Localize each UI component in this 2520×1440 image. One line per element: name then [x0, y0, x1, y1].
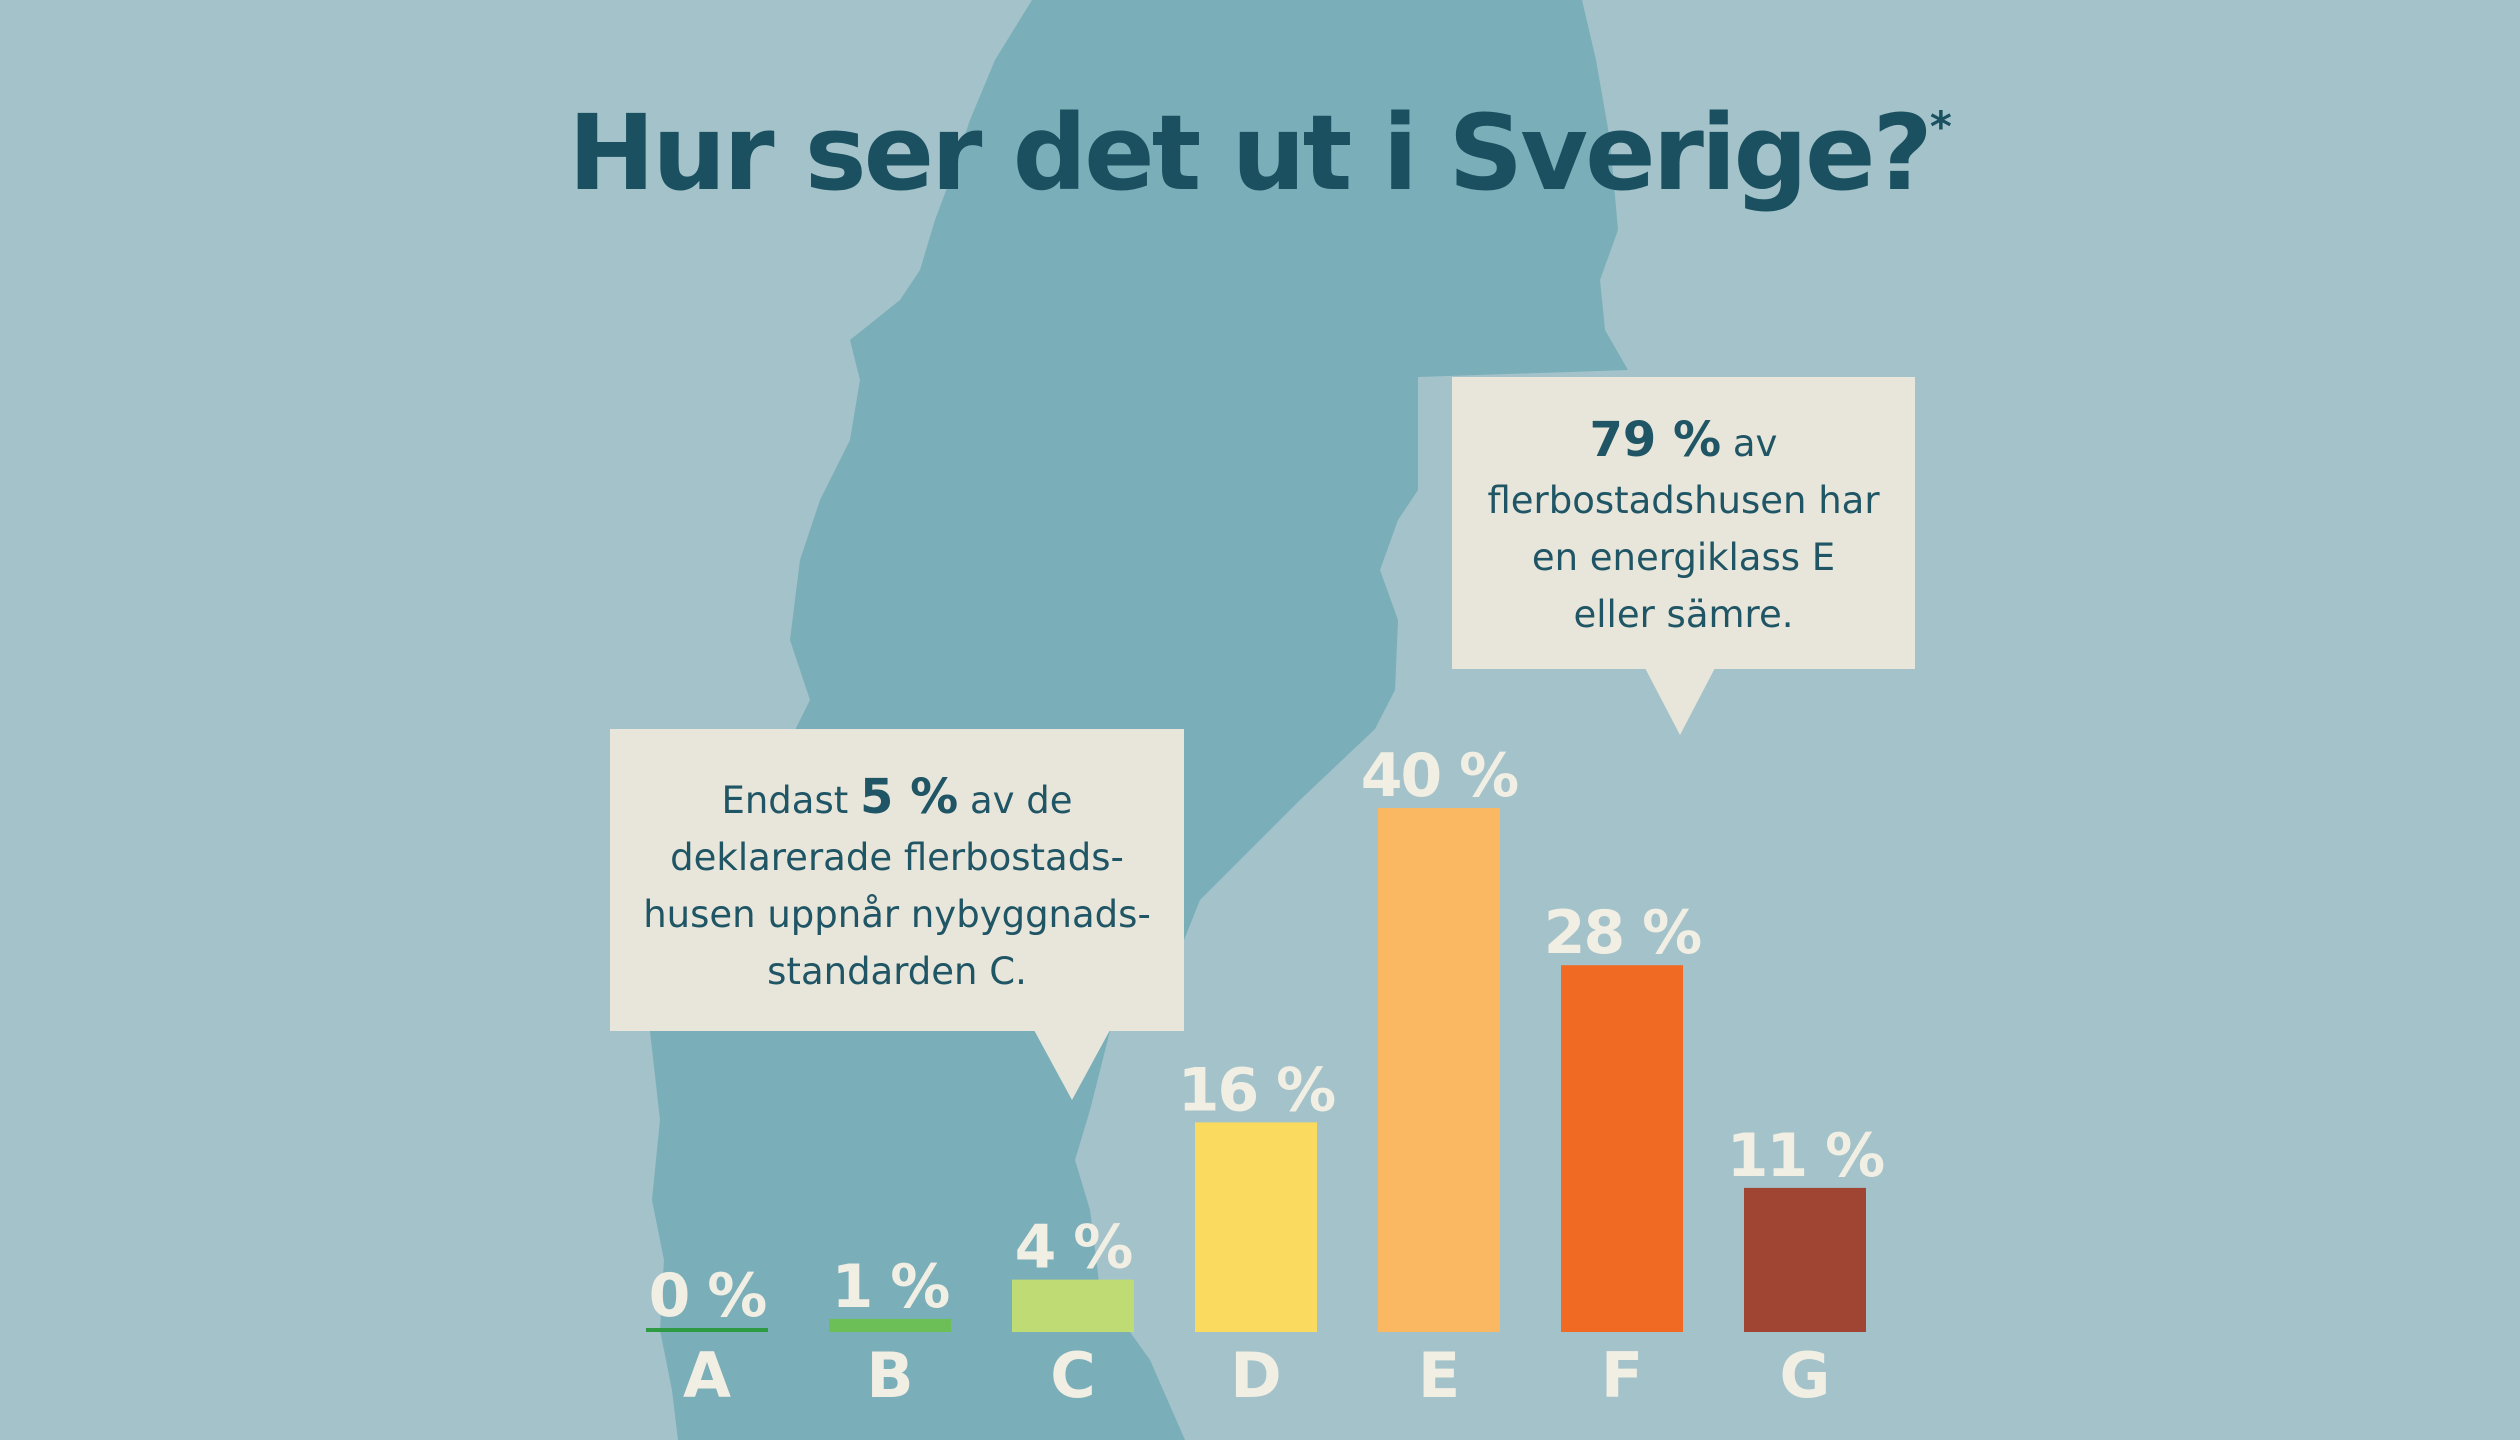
- callout-left-after: av de: [958, 779, 1073, 822]
- title-footnote-mark: *: [1929, 102, 1952, 152]
- bar-d: [1195, 1122, 1317, 1332]
- callout-left: Endast 5 % av de deklarerade flerbostads…: [610, 729, 1184, 1031]
- title-text: Hur ser det ut i Sverige?: [568, 92, 1933, 214]
- value-label-d: 16 %: [1178, 1055, 1335, 1125]
- callout-left-strong: 5 %: [860, 769, 959, 825]
- bar-c: [1012, 1279, 1134, 1332]
- category-label-e: E: [1418, 1339, 1460, 1412]
- category-label-g: G: [1780, 1339, 1831, 1412]
- callout-top-line-2: flerbostadshusen har: [1487, 479, 1880, 522]
- bar-e: [1378, 808, 1500, 1332]
- callout-left-line-1: Endast 5 % av de: [610, 769, 1184, 829]
- callout-left-line-4: standarden C.: [767, 950, 1027, 993]
- category-label-c: C: [1050, 1339, 1096, 1412]
- category-label-f: F: [1601, 1339, 1643, 1412]
- value-label-e: 40 %: [1361, 741, 1518, 811]
- value-label-a: 0 %: [649, 1261, 767, 1331]
- callout-top-line-1: 79 % av: [1452, 412, 1915, 472]
- callout-left-pointer: [1034, 1030, 1110, 1100]
- bar-b: [829, 1318, 951, 1332]
- callout-top-line-3: en energiklass E: [1531, 536, 1836, 579]
- callout-top-line-4: eller sämre.: [1573, 593, 1794, 636]
- callout-top-after: av: [1721, 422, 1778, 465]
- callout-top-strong: 79 %: [1589, 412, 1722, 468]
- callout-top: 79 % av flerbostadshusen har en energikl…: [1452, 377, 1915, 669]
- value-label-f: 28 %: [1544, 898, 1701, 968]
- category-label-a: A: [683, 1339, 731, 1412]
- bar-f: [1561, 965, 1683, 1332]
- callout-left-line-3: husen uppnår nybyggnads-: [643, 893, 1151, 936]
- bar-a: [646, 1328, 768, 1332]
- page-title: Hur ser det ut i Sverige?*: [0, 92, 2520, 214]
- value-label-b: 1 %: [832, 1252, 950, 1322]
- value-label-c: 4 %: [1015, 1213, 1133, 1283]
- category-label-b: B: [866, 1339, 913, 1412]
- sweden-map-shape: [650, 0, 1628, 1440]
- callout-left-before: Endast: [721, 779, 860, 822]
- bar-chart: 0 % A 1 % B 4 % C 16 % D 40 % E 28 % F 11 % G: [646, 741, 1886, 1412]
- bar-g: [1744, 1187, 1866, 1332]
- callout-left-line-2: deklarerade flerbostads-: [670, 836, 1124, 879]
- value-label-g: 11 %: [1727, 1121, 1884, 1191]
- callout-top-pointer: [1645, 668, 1715, 735]
- category-label-d: D: [1230, 1339, 1281, 1412]
